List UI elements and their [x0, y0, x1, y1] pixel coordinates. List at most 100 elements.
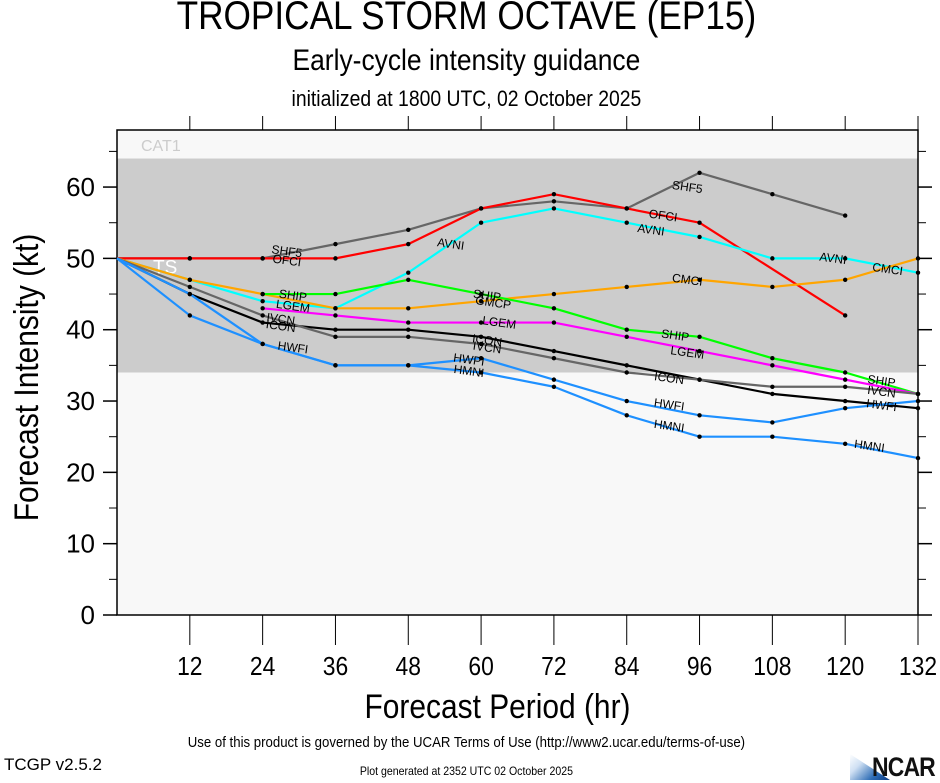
- generated-time: Plot generated at 2352 UTC 02 October 20…: [359, 764, 573, 778]
- data-point-ivcn: [187, 284, 193, 290]
- data-point-avni: [624, 220, 629, 225]
- data-point-hmni: [333, 363, 338, 368]
- data-point-icon: [333, 327, 338, 332]
- model-label: OFCI: [648, 207, 678, 225]
- data-point-ship: [697, 334, 702, 340]
- data-point-icon: [915, 405, 921, 411]
- data-point-ivcn: [697, 377, 702, 382]
- data-point-lgem: [842, 377, 848, 382]
- data-point-icon: [551, 348, 557, 354]
- model-label: SHIP: [867, 372, 897, 390]
- data-point-shf5: [842, 213, 848, 218]
- x-tick-label: 48: [396, 653, 421, 682]
- model-label: ICON: [265, 317, 297, 335]
- data-point-hmni: [624, 413, 629, 418]
- chart-title: TROPICAL STORM OCTAVE (EP15): [176, 0, 757, 38]
- model-label: AVNI: [436, 235, 465, 253]
- data-point-ivcn: [551, 356, 557, 361]
- x-tick-label: 132: [899, 653, 937, 682]
- model-label: LGEM: [670, 343, 706, 362]
- data-point-ivcn: [406, 334, 411, 340]
- data-point-cmci: [478, 298, 484, 304]
- data-point-hwfi: [187, 291, 193, 297]
- model-label: AVNI: [637, 221, 666, 239]
- data-point-ivcn: [333, 334, 338, 340]
- data-point-hwfi: [915, 398, 921, 404]
- data-point-lgem: [770, 363, 775, 368]
- model-label: IVCN: [472, 339, 502, 357]
- x-tick-label: 36: [323, 653, 348, 682]
- model-label: LGEM: [481, 313, 517, 332]
- data-point-ship: [551, 306, 557, 311]
- data-point-ship: [842, 370, 848, 375]
- data-point-avni: [260, 298, 265, 304]
- data-point-hmni: [842, 441, 848, 447]
- init-time: initialized at 1800 UTC, 02 October 2025: [291, 86, 642, 111]
- data-point-hmni: [551, 384, 557, 389]
- terms-of-use: Use of this product is governed by the U…: [187, 734, 746, 751]
- series-line-ivcn: [116, 257, 919, 395]
- data-point-shf5: [333, 241, 338, 247]
- model-label: HMNI: [853, 437, 885, 455]
- data-point-avni: [770, 256, 775, 261]
- series-line-icon: [116, 257, 919, 410]
- data-point-icon: [406, 327, 411, 332]
- ncar-logo-text: NCAR: [872, 752, 936, 782]
- model-label: OFCI: [272, 252, 302, 270]
- data-point-ivcn: [842, 384, 848, 389]
- data-point-lgem: [697, 348, 702, 354]
- data-point-ofci: [478, 206, 484, 211]
- data-point-hmni: [697, 434, 702, 439]
- x-axis-label: Forecast Period (hr): [365, 687, 631, 725]
- data-point-icon: [478, 334, 484, 340]
- data-point-hmni: [478, 370, 484, 375]
- data-point-cmci: [551, 291, 557, 297]
- chart-subtitle: Early-cycle intensity guidance: [292, 44, 641, 77]
- x-tick-label: 60: [468, 653, 493, 682]
- data-point-ofci: [551, 191, 557, 197]
- data-point-hwfi: [551, 377, 557, 382]
- model-label: IVCN: [866, 383, 896, 401]
- model-label: CMCI: [871, 260, 903, 278]
- data-point-ship: [770, 356, 775, 361]
- model-label: AVNI: [819, 250, 848, 268]
- model-label: HWFI: [653, 396, 685, 414]
- y-tick-label: 40: [66, 315, 95, 345]
- band-label: CAT1: [141, 138, 181, 155]
- data-point-lgem: [478, 320, 484, 325]
- data-point-avni: [915, 270, 921, 275]
- data-point-avni: [697, 234, 702, 240]
- data-point-ship: [624, 327, 629, 332]
- data-point-lgem: [260, 306, 265, 311]
- data-point-ivcn: [770, 384, 775, 389]
- data-point-ivcn: [478, 341, 484, 347]
- version-label: TCGP v2.5.2: [4, 755, 102, 774]
- data-point-avni: [551, 206, 557, 211]
- data-point-hwfi: [697, 413, 702, 418]
- series-line-avni: [116, 207, 919, 310]
- model-label: ICON: [471, 331, 503, 349]
- series-line-cmci: [116, 257, 919, 310]
- data-point-icon: [770, 391, 775, 397]
- x-tick-label: 24: [250, 653, 275, 682]
- model-label: SHIP: [660, 327, 690, 345]
- data-point-hmni: [915, 455, 921, 461]
- data-point-ofci: [697, 220, 702, 225]
- data-point-cmci: [697, 277, 702, 282]
- data-point-ofci: [406, 241, 411, 247]
- data-point-cmci: [624, 284, 629, 290]
- data-point-hmni: [406, 363, 411, 368]
- data-point-hwfi: [842, 405, 848, 411]
- model-label: SHIP: [472, 287, 502, 305]
- data-point-ofci: [187, 256, 193, 261]
- x-tick-label: 84: [614, 653, 639, 682]
- data-point-cmci: [333, 306, 338, 311]
- model-label: HWFI: [277, 338, 309, 356]
- x-tick-label: 108: [753, 653, 791, 682]
- model-label: HMNI: [453, 362, 485, 380]
- y-tick-label: 0: [81, 600, 95, 630]
- series-line-ship: [262, 278, 919, 395]
- data-point-cmci: [406, 306, 411, 311]
- data-point-icon: [260, 320, 265, 325]
